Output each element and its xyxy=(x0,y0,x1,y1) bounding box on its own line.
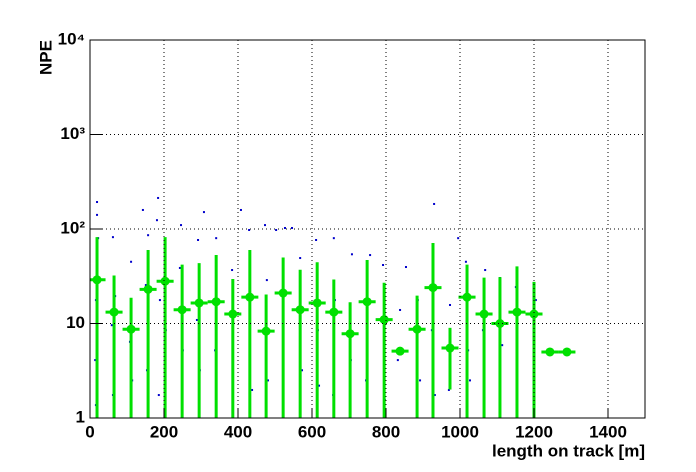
data-point xyxy=(447,388,450,391)
data-point xyxy=(264,224,267,227)
data-point xyxy=(130,260,133,263)
data-point xyxy=(399,308,402,311)
data-point xyxy=(157,394,160,397)
data-point xyxy=(215,237,218,240)
data-point xyxy=(248,228,251,231)
profile-point xyxy=(395,346,405,356)
x-tick-label: 600 xyxy=(298,422,326,441)
data-point xyxy=(178,266,181,269)
data-point xyxy=(468,379,471,382)
profile-point xyxy=(529,309,539,319)
profile-point xyxy=(312,298,322,308)
x-tick-label: 1400 xyxy=(589,422,627,441)
data-point xyxy=(315,238,318,241)
profile-point xyxy=(562,347,572,357)
x-tick-label: 1000 xyxy=(441,422,479,441)
data-point xyxy=(155,219,158,222)
data-point xyxy=(266,379,269,382)
data-point xyxy=(275,228,278,231)
profile-point xyxy=(92,275,102,285)
data-point xyxy=(457,237,460,240)
data-point xyxy=(158,299,161,302)
data-point xyxy=(396,359,399,362)
data-point xyxy=(534,299,537,302)
data-point xyxy=(350,253,353,256)
y-tick-label: 10² xyxy=(60,218,85,237)
data-point xyxy=(202,211,205,214)
data-point xyxy=(419,379,422,382)
plot-area xyxy=(90,196,576,418)
y-axis-title: NPE xyxy=(36,40,55,75)
x-tick-label: 400 xyxy=(224,422,252,441)
data-point xyxy=(147,234,150,237)
data-point xyxy=(197,238,200,241)
x-tick-label: 0 xyxy=(85,422,94,441)
profile-point xyxy=(261,326,271,336)
data-point xyxy=(369,254,372,257)
y-tick-label: 10⁴ xyxy=(58,29,85,48)
profile-point xyxy=(479,309,489,319)
data-point xyxy=(299,257,302,260)
profile-point xyxy=(126,324,136,334)
data-point xyxy=(404,266,407,269)
data-point xyxy=(144,284,147,287)
profile-point xyxy=(445,343,455,353)
x-tick-label: 200 xyxy=(150,422,178,441)
data-point xyxy=(382,263,385,266)
data-point xyxy=(110,324,113,327)
data-point xyxy=(231,269,234,272)
data-point xyxy=(318,384,321,387)
profile-point xyxy=(345,329,355,339)
data-point xyxy=(96,213,99,216)
data-point xyxy=(94,359,97,362)
profile-point xyxy=(228,309,238,319)
data-point xyxy=(464,260,467,263)
profile-point xyxy=(211,297,221,307)
profile-point xyxy=(412,324,422,334)
data-point xyxy=(251,388,254,391)
data-point xyxy=(239,208,242,211)
data-point xyxy=(433,394,436,397)
profile-point xyxy=(245,292,255,302)
profile-point xyxy=(109,307,119,317)
data-point xyxy=(111,236,114,239)
data-point xyxy=(195,318,198,321)
data-point xyxy=(180,224,183,227)
profile-point xyxy=(362,297,372,307)
data-point xyxy=(141,208,144,211)
profile-point xyxy=(428,283,438,293)
profile-point xyxy=(160,276,170,286)
profile-point xyxy=(143,284,153,294)
data-point xyxy=(484,269,487,272)
data-point xyxy=(283,226,286,229)
data-point xyxy=(96,201,99,204)
profile-point xyxy=(278,288,288,298)
y-tick-label: 10 xyxy=(66,313,85,332)
data-point xyxy=(301,369,304,372)
profile-point xyxy=(462,292,472,302)
profile-point xyxy=(329,307,339,317)
data-point xyxy=(291,226,294,229)
data-point xyxy=(157,196,160,199)
data-point xyxy=(501,344,504,347)
data-point xyxy=(433,202,436,205)
profile-point xyxy=(545,347,555,357)
profile-point xyxy=(512,307,522,317)
profile-point xyxy=(295,305,305,315)
data-point xyxy=(332,237,335,240)
y-tick-label: 1 xyxy=(76,407,85,426)
profile-point xyxy=(495,319,505,328)
y-tick-label: 10³ xyxy=(60,124,85,143)
x-axis-title: length on track [m] xyxy=(492,441,645,460)
x-tick-label: 800 xyxy=(372,422,400,441)
data-point xyxy=(265,279,268,282)
profile-point xyxy=(379,315,389,325)
data-point xyxy=(449,303,452,306)
x-tick-label: 1200 xyxy=(515,422,553,441)
profile-point xyxy=(194,298,204,308)
profile-point xyxy=(177,305,187,315)
